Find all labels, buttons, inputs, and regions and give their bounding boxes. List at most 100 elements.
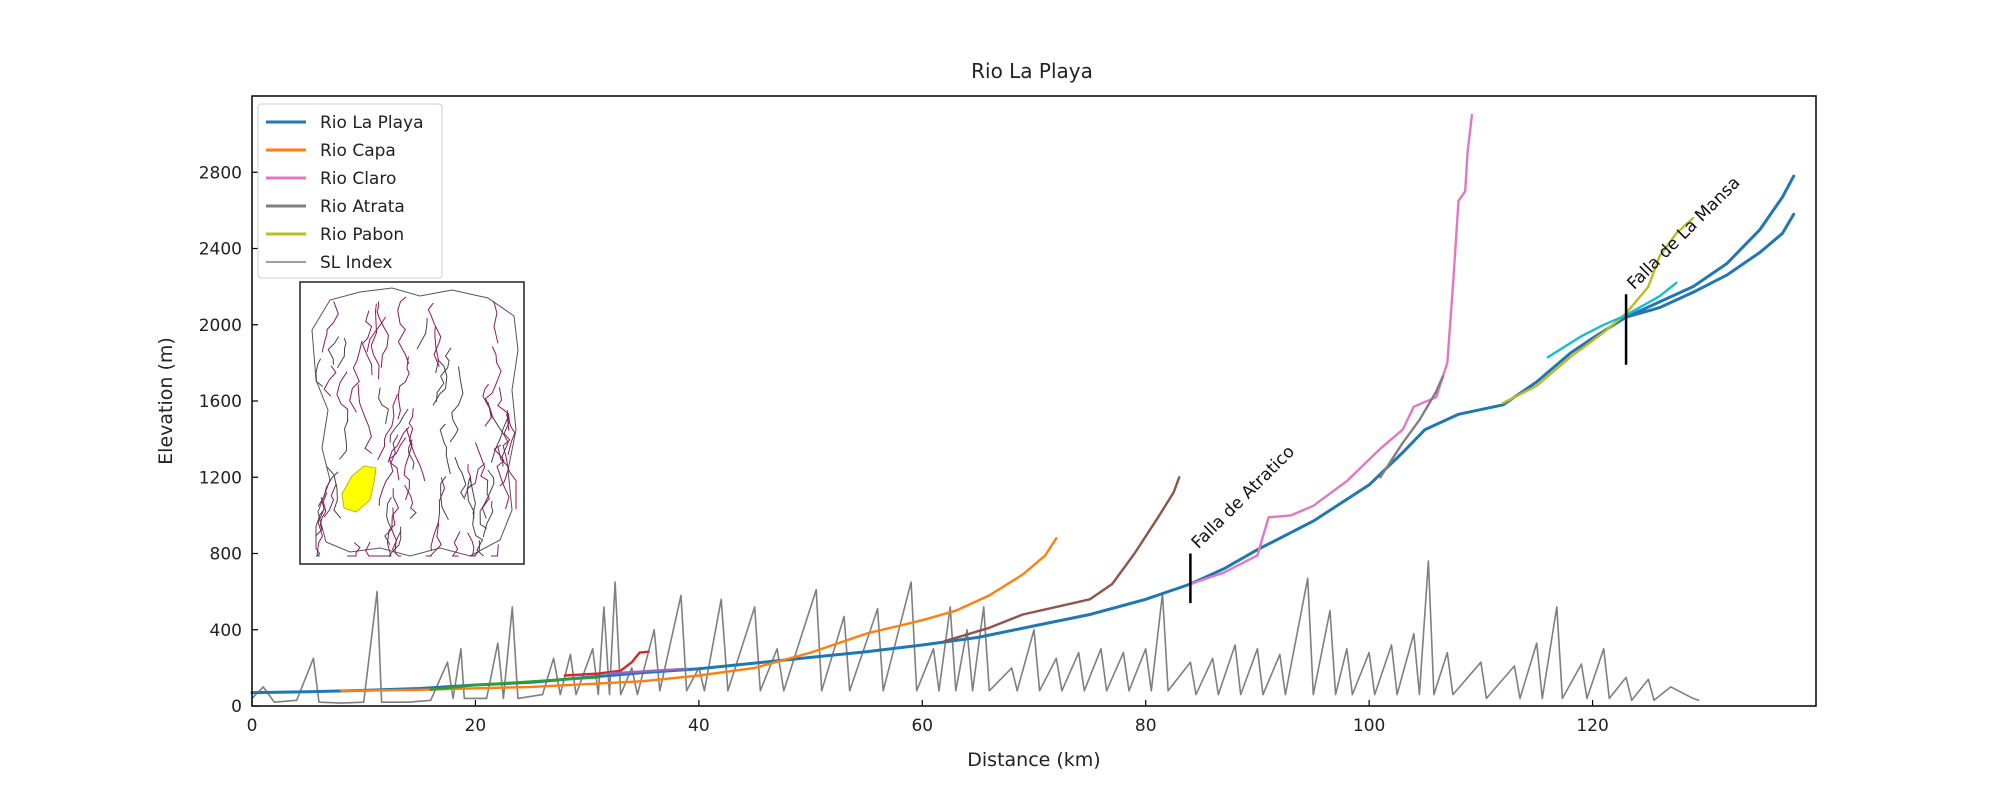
legend-label: SL Index xyxy=(320,253,392,273)
inset-river xyxy=(366,316,387,352)
inset-river xyxy=(389,408,409,443)
inset-river xyxy=(497,446,517,510)
inset-river xyxy=(376,301,389,368)
inset-river xyxy=(315,492,328,537)
legend: Rio La Playa Rio Capa Rio Claro Rio Atrata R… xyxy=(257,103,443,279)
series-line-rio-atrata xyxy=(1379,375,1445,479)
inset-river xyxy=(499,412,511,487)
legend-label: Rio Atrata xyxy=(320,197,405,217)
inset-river xyxy=(339,419,349,460)
inset-river xyxy=(370,303,380,380)
legend-item: Rio Atrata xyxy=(266,197,405,217)
legend-label: Rio Capa xyxy=(320,141,396,161)
inset-river xyxy=(408,408,426,482)
inset-highlight-basin xyxy=(341,465,377,513)
inset-river xyxy=(493,444,510,510)
inset-map xyxy=(299,281,525,565)
inset-river xyxy=(482,383,492,427)
inset-river xyxy=(404,484,417,519)
series-line-unlabeled-8 xyxy=(608,667,689,675)
inset-river xyxy=(357,384,373,454)
inset-river xyxy=(326,466,342,519)
inset-river xyxy=(321,301,339,353)
inset-river xyxy=(403,428,413,501)
inset-river xyxy=(451,531,461,557)
series-layer xyxy=(250,113,1796,704)
y-tick-label: 1200 xyxy=(199,468,242,488)
x-tick-label: 40 xyxy=(688,716,710,736)
inset-river xyxy=(391,488,400,551)
inset-river xyxy=(336,371,349,423)
legend-label: Rio Claro xyxy=(320,169,396,189)
inset-river xyxy=(377,394,398,461)
inset-river xyxy=(323,365,337,397)
inset-river xyxy=(439,423,451,475)
legend-item: SL Index xyxy=(266,253,392,273)
inset-river xyxy=(469,477,476,519)
inset-river xyxy=(315,358,324,387)
legend-item: Rio La Playa xyxy=(266,113,424,133)
y-axis-title: Elevation (m) xyxy=(155,337,177,465)
inset-river xyxy=(349,340,363,413)
inset-river xyxy=(408,439,415,470)
legend-item: Rio Claro xyxy=(266,169,396,189)
y-tick-label: 2400 xyxy=(199,240,242,260)
inset-river xyxy=(394,531,402,557)
inset-river xyxy=(484,346,502,419)
inset-river xyxy=(479,469,495,529)
x-tick-label: 0 xyxy=(247,716,258,736)
y-tick-label: 2800 xyxy=(199,163,242,183)
inset-river xyxy=(365,541,383,557)
inset-river xyxy=(390,434,400,481)
inset-river xyxy=(492,300,499,344)
legend-label: Rio La Playa xyxy=(320,113,424,133)
x-tick-label: 100 xyxy=(1353,716,1385,736)
x-tick-label: 60 xyxy=(911,716,933,736)
legend-item: Rio Pabon xyxy=(266,225,404,245)
inset-river xyxy=(482,500,494,538)
inset-river xyxy=(416,317,428,350)
x-tick-label: 120 xyxy=(1576,716,1608,736)
y-axis: 0 400 800 1200 1600 2000 2400 2800 xyxy=(199,163,258,717)
inset-river xyxy=(378,526,402,557)
inset-river xyxy=(454,457,467,500)
y-tick-label: 400 xyxy=(210,621,242,641)
inset-river xyxy=(384,497,393,545)
series-line-rio-claro xyxy=(1189,113,1474,586)
inset-frame xyxy=(299,281,525,565)
inset-river xyxy=(378,387,389,424)
inset-river xyxy=(425,522,442,557)
x-tick-label: 20 xyxy=(465,716,487,736)
series-line-rio-capa xyxy=(340,537,1058,692)
inset-river xyxy=(427,302,442,367)
x-axis-title: Distance (km) xyxy=(967,749,1100,771)
y-tick-label: 800 xyxy=(210,545,242,565)
series-line-unlabeled-9 xyxy=(943,476,1181,643)
inset-river xyxy=(432,359,448,406)
inset-river xyxy=(323,483,337,518)
legend-item: Rio Capa xyxy=(266,141,396,161)
inset-river xyxy=(490,410,509,463)
inset-map-network xyxy=(311,287,519,557)
inset-river xyxy=(434,326,440,374)
inset-river xyxy=(315,508,325,557)
chart-title: Rio La Playa xyxy=(971,59,1093,83)
inset-river xyxy=(505,414,516,455)
inset-river xyxy=(387,426,410,463)
inset-river xyxy=(474,442,490,519)
inset-river xyxy=(347,542,361,557)
inset-river xyxy=(497,387,510,431)
inset-river xyxy=(336,337,347,369)
inset-river xyxy=(449,366,464,443)
inset-river xyxy=(361,310,373,376)
inset-river xyxy=(397,296,410,365)
x-axis: 0 20 40 60 80 100 120 xyxy=(247,700,1609,736)
inset-river xyxy=(386,507,396,557)
y-tick-label: 1600 xyxy=(199,392,242,412)
series-line-unlabeled-7 xyxy=(563,650,650,677)
inset-river xyxy=(327,336,340,365)
legend-label: Rio Pabon xyxy=(320,225,404,245)
inset-river xyxy=(435,347,452,402)
